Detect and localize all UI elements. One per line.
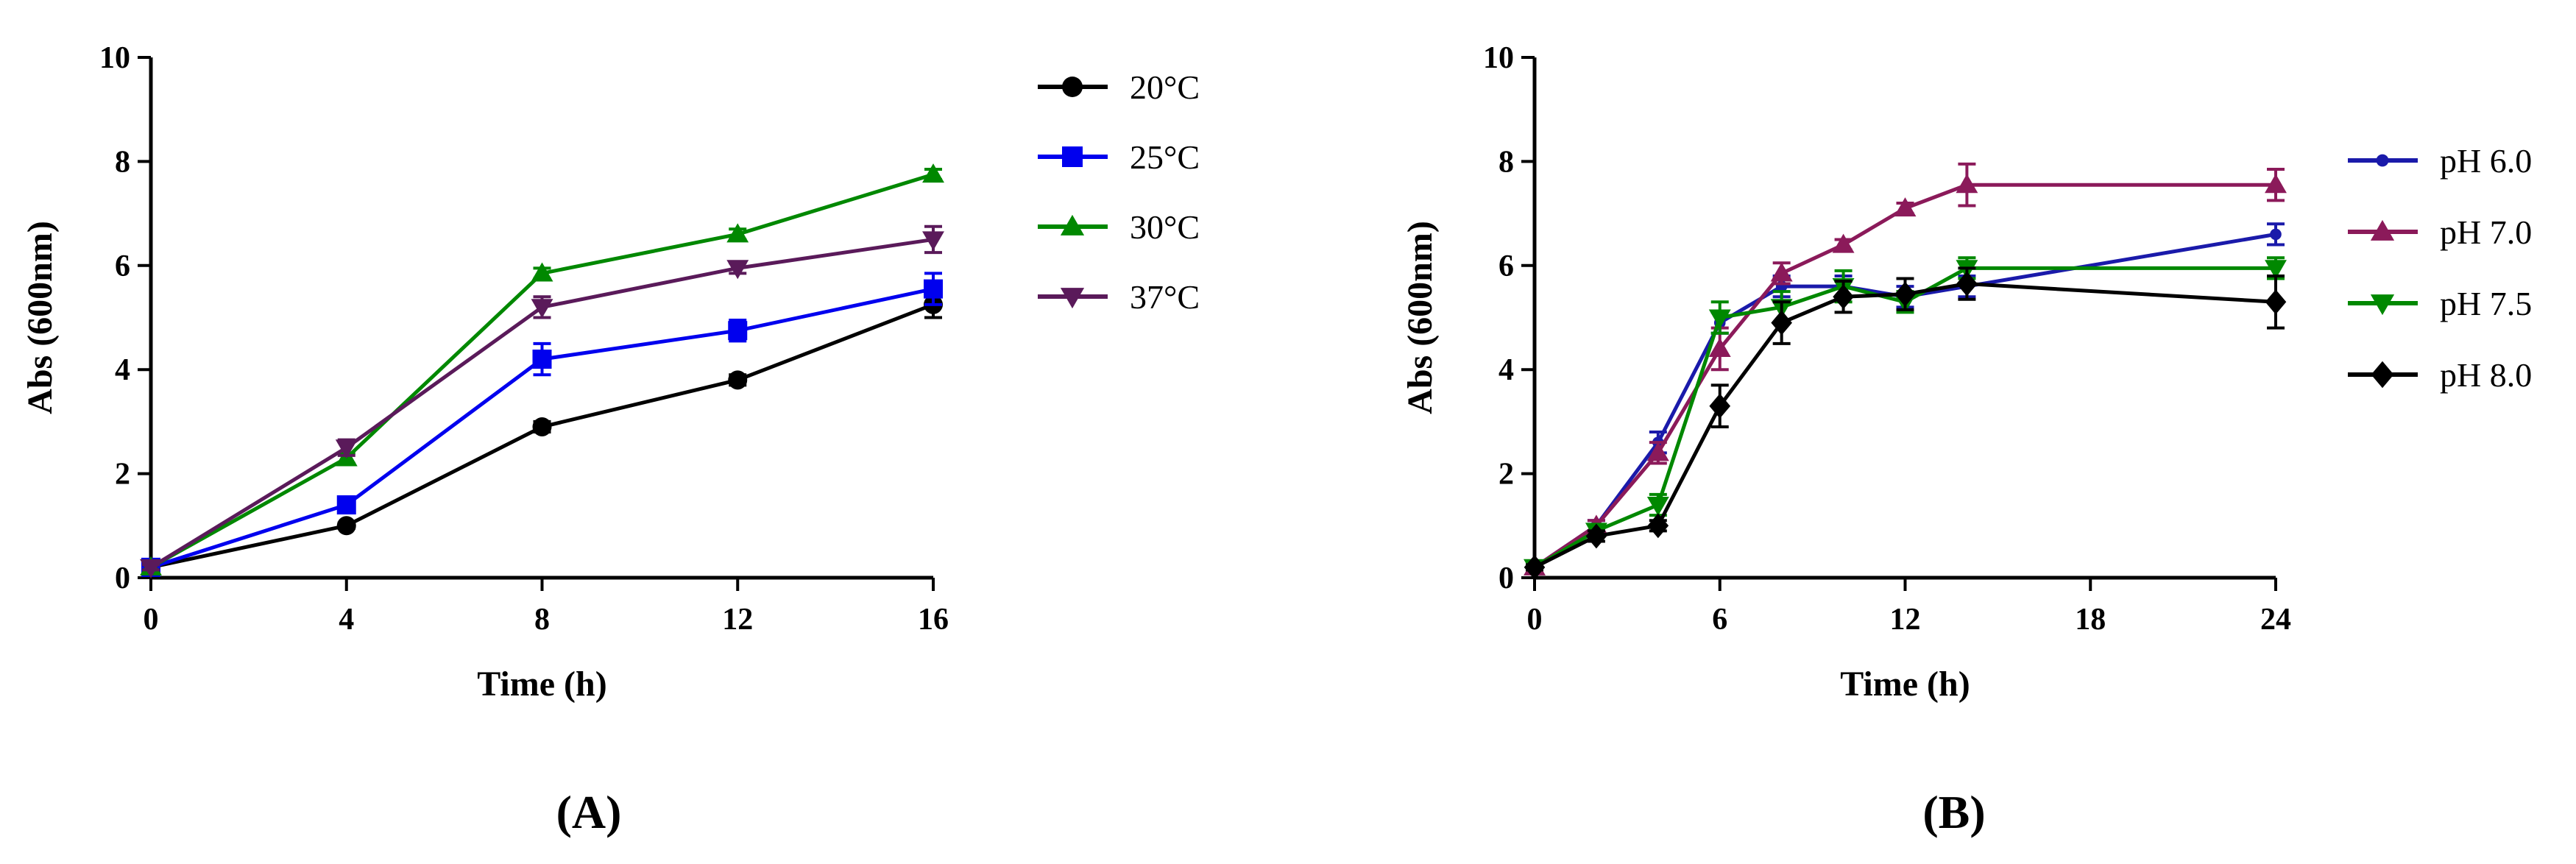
series-37-c: [140, 224, 944, 578]
data-point: [531, 262, 553, 282]
data-point: [336, 495, 356, 515]
data-point: [2270, 228, 2282, 241]
data-point: [1832, 233, 1855, 253]
data-point: [728, 370, 748, 390]
legend-label: 25°C: [1130, 138, 1200, 176]
legend-marker: [1062, 146, 1083, 167]
data-point: [1708, 337, 1731, 357]
x-tick-label: 12: [722, 603, 753, 637]
x-axis-title: Time (h): [1840, 665, 1970, 704]
legend-entry: 30°C: [1038, 208, 1200, 246]
data-point: [726, 223, 749, 243]
legend-label: pH 8.0: [2440, 356, 2532, 394]
panel-label: (B): [1922, 786, 1985, 838]
y-tick-label: 0: [115, 562, 130, 595]
panel-label: (A): [556, 786, 622, 838]
legend-label: 20°C: [1130, 68, 1200, 106]
series-line: [1533, 282, 2276, 570]
panel-a-chart: 0 2 4 6 8 10 0 4 8 12 16 Time (h) Abs (600nm) 20°C 25°…: [21, 41, 1200, 838]
legend-label: pH 7.0: [2440, 213, 2532, 251]
y-tick-label: 10: [1483, 41, 1514, 75]
y-tick-label: 10: [99, 41, 130, 75]
legend-marker: [1060, 214, 1085, 236]
legend-marker: [2371, 361, 2394, 389]
data-point: [531, 299, 553, 319]
legend-entry: pH 7.0: [2348, 213, 2532, 251]
data-point: [2265, 260, 2287, 280]
data-point: [1956, 271, 1978, 297]
data-point: [728, 321, 748, 341]
legend-marker: [1062, 77, 1083, 97]
legend-label: pH 6.0: [2440, 142, 2532, 180]
data-point: [1894, 197, 1917, 217]
y-axis-title: Abs (600nm): [1401, 221, 1440, 414]
y-axis-title: Abs (600nm): [21, 221, 60, 414]
x-tick-label: 0: [144, 603, 159, 637]
series-20-c: [141, 290, 943, 577]
y-tick-label: 8: [115, 145, 130, 179]
legend-marker: [2376, 154, 2389, 167]
legend-entry: 20°C: [1038, 68, 1200, 106]
data-point: [1709, 393, 1731, 419]
x-tick-label: 8: [534, 603, 550, 637]
x-tick-label: 24: [2260, 603, 2291, 637]
data-point: [922, 231, 944, 251]
data-point: [726, 260, 749, 280]
data-point: [1646, 442, 1669, 461]
series-line: [149, 237, 934, 569]
data-point: [1647, 513, 1669, 539]
data-point: [1833, 284, 1854, 310]
y-tick-label: 2: [1498, 458, 1514, 492]
legend-entry: 25°C: [1038, 138, 1200, 176]
data-point: [532, 417, 552, 436]
legend-marker: [2370, 294, 2395, 316]
legend-entry: pH 8.0: [2348, 356, 2532, 394]
y-tick-label: 2: [115, 458, 130, 492]
data-point: [1524, 554, 1546, 580]
legend-marker: [2370, 219, 2395, 241]
x-tick-label: 18: [2075, 603, 2106, 637]
x-tick-label: 16: [918, 603, 949, 637]
x-axis-title: Time (h): [477, 665, 606, 704]
data-point: [2265, 289, 2287, 315]
legend-label: pH 7.5: [2440, 285, 2532, 322]
y-tick-label: 4: [1498, 353, 1514, 387]
data-point: [1956, 174, 1978, 194]
y-tick-label: 4: [115, 353, 130, 387]
data-point: [1708, 309, 1731, 329]
y-tick-label: 0: [1498, 562, 1514, 595]
y-tick-label: 6: [1498, 249, 1514, 283]
data-point: [922, 163, 944, 183]
data-point: [532, 350, 552, 369]
data-point: [1646, 496, 1669, 516]
data-point: [1894, 281, 1916, 307]
legend-marker: [1060, 288, 1085, 309]
series-ph-8-0: [1524, 266, 2287, 580]
y-tick-label: 8: [1498, 145, 1514, 179]
data-point: [2265, 174, 2287, 194]
series-ph-6-0: [1526, 222, 2285, 573]
data-point: [1585, 523, 1607, 549]
y-tick-label: 6: [115, 249, 130, 283]
data-point: [924, 279, 943, 299]
legend-entry: pH 7.5: [2348, 285, 2532, 322]
data-point: [1771, 310, 1792, 336]
x-tick-label: 6: [1712, 603, 1727, 637]
data-point: [335, 439, 358, 459]
data-point: [1770, 262, 1793, 282]
legend-entry: 37°C: [1038, 278, 1200, 316]
legend-label: 30°C: [1130, 208, 1200, 246]
data-point: [336, 516, 356, 536]
x-tick-label: 4: [339, 603, 354, 637]
data-point: [140, 559, 162, 578]
legend-entry: pH 6.0: [2348, 142, 2532, 180]
x-tick-label: 12: [1890, 603, 1921, 637]
legend-label: 37°C: [1130, 278, 1200, 316]
x-tick-label: 0: [1527, 603, 1543, 637]
